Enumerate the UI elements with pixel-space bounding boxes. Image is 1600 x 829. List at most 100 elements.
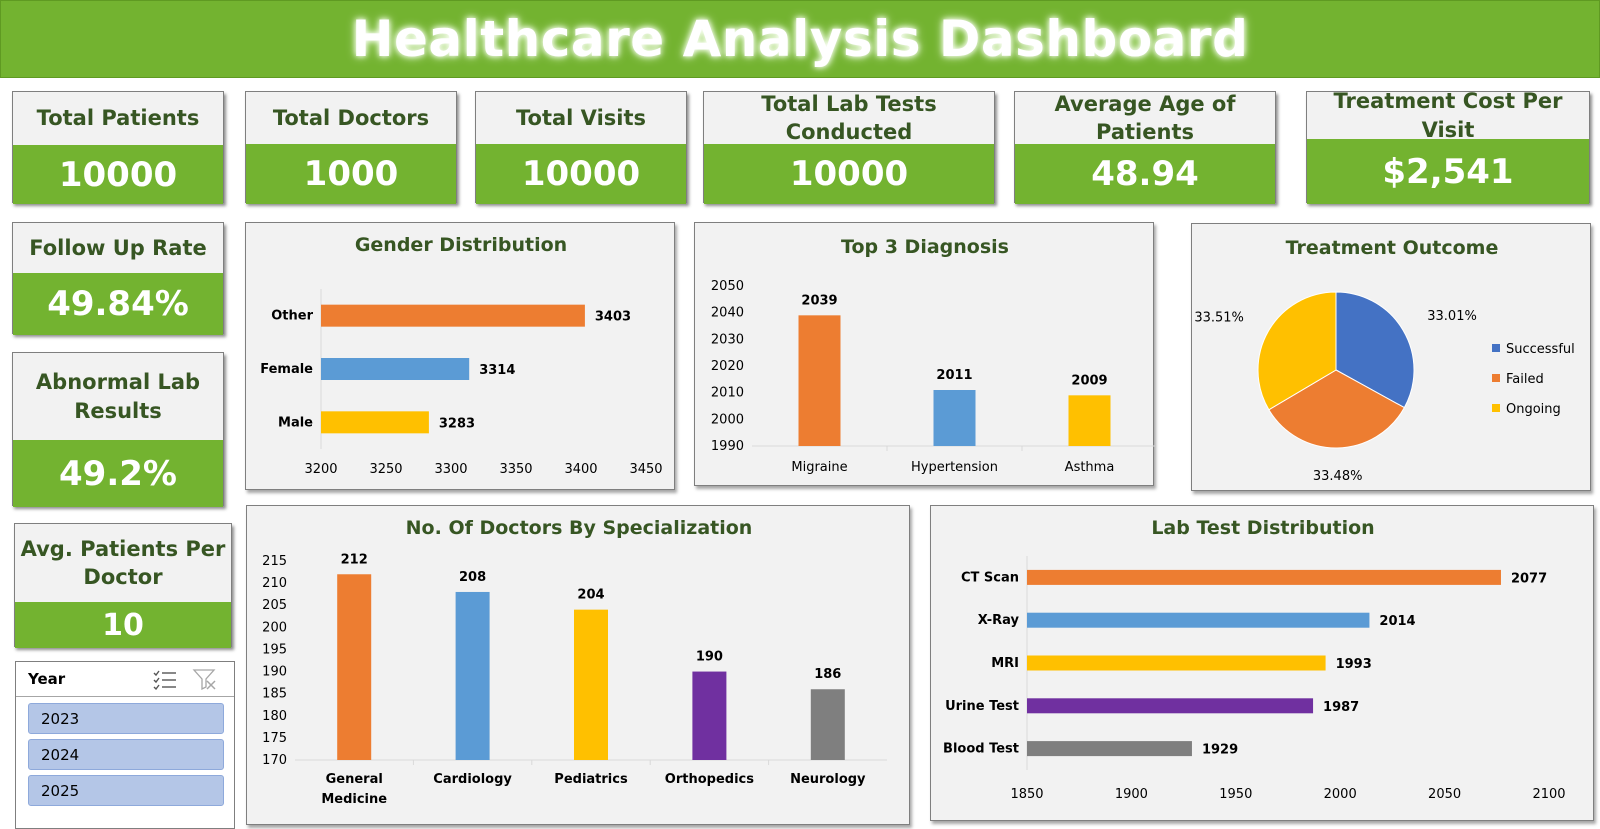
kpi-label: Follow Up Rate xyxy=(13,223,223,273)
kpi-value: 49.84% xyxy=(13,273,223,335)
kpi-total-patients: Total Patients 10000 xyxy=(12,91,224,204)
y-tick-label: 175 xyxy=(262,731,287,746)
kpi-value: 10000 xyxy=(704,144,994,204)
chart-title: Gender Distribution xyxy=(355,234,567,256)
category-label: Hypertension xyxy=(911,460,998,475)
kpi-total-lab-tests: Total Lab Tests Conducted 10000 xyxy=(703,91,995,204)
kpi-value: 10000 xyxy=(476,144,686,204)
kpi-label: Average Age of Patients xyxy=(1015,92,1275,144)
y-tick-label: 185 xyxy=(262,687,287,702)
y-tick-label: 2040 xyxy=(711,306,744,321)
kpi-label-line1: Avg. Patients Per xyxy=(20,536,226,561)
bar xyxy=(1068,395,1111,446)
chart-title: Top 3 Diagnosis xyxy=(841,236,1009,258)
y-tick-label: 2000 xyxy=(711,412,744,427)
data-label: 212 xyxy=(341,552,368,567)
data-label: 2014 xyxy=(1379,614,1415,629)
chart-title: No. Of Doctors By Specialization xyxy=(406,517,753,539)
slicer-item-2024[interactable]: 2024 xyxy=(28,739,224,770)
bar xyxy=(933,390,976,446)
category-label: Asthma xyxy=(1065,460,1115,475)
lab-test-distribution-chart: Lab Test Distribution CT Scan 2077 X-Ray 201… xyxy=(930,505,1594,821)
x-tick-label: 3250 xyxy=(369,462,402,477)
kpi-value: 49.2% xyxy=(13,440,223,507)
data-label: 1987 xyxy=(1323,700,1359,715)
category-label: General xyxy=(326,772,383,787)
y-tick-label: 195 xyxy=(262,642,287,657)
data-label: 208 xyxy=(459,570,486,585)
category-label: Other xyxy=(271,309,313,324)
bar xyxy=(798,315,841,446)
data-label: 2039 xyxy=(801,293,837,308)
category-label: Neurology xyxy=(790,772,866,787)
data-label: 186 xyxy=(814,667,841,682)
bar xyxy=(1027,741,1192,757)
kpi-label: Total Doctors xyxy=(246,92,456,144)
bar xyxy=(1027,612,1370,628)
pie-data-label: 33.48% xyxy=(1313,469,1363,484)
kpi-label: Avg. Patients Per Doctor xyxy=(15,524,231,602)
data-label: 3403 xyxy=(595,310,631,325)
data-label: 3283 xyxy=(439,416,475,431)
data-label: 1929 xyxy=(1202,743,1238,758)
x-tick-label: 2050 xyxy=(1428,787,1461,802)
data-label: 1993 xyxy=(1336,657,1372,672)
kpi-label: Abnormal Lab Results xyxy=(13,353,223,440)
category-label: Cardiology xyxy=(433,772,512,787)
bar xyxy=(321,304,585,327)
category-label: MRI xyxy=(991,656,1019,671)
category-label: Blood Test xyxy=(943,742,1019,757)
multi-select-icon[interactable] xyxy=(152,668,178,690)
kpi-average-age: Average Age of Patients 48.94 xyxy=(1014,91,1276,204)
kpi-total-visits: Total Visits 10000 xyxy=(475,91,687,204)
y-tick-label: 2030 xyxy=(711,332,744,347)
kpi-label-line2: Results xyxy=(74,398,162,423)
bar xyxy=(810,689,845,760)
kpi-value: 48.94 xyxy=(1015,144,1275,204)
y-tick-label: 2020 xyxy=(711,359,744,374)
bar xyxy=(455,591,490,760)
y-tick-label: 210 xyxy=(262,576,287,591)
data-label: 2009 xyxy=(1071,373,1107,388)
pie-slice xyxy=(1335,291,1415,409)
kpi-label-line2: Doctor xyxy=(83,565,163,589)
kpi-total-doctors: Total Doctors 1000 xyxy=(245,91,457,204)
chart-title: Lab Test Distribution xyxy=(1151,517,1374,539)
top-diagnosis-chart: Top 3 Diagnosis 1990 2000 2010 2020 2030 2040 2… xyxy=(694,222,1155,486)
kpi-value: $2,541 xyxy=(1307,139,1589,204)
treatment-outcome-svg: Treatment Outcome 33.01% 33.48% 33.51% Succe… xyxy=(1194,237,1575,484)
y-tick-label: 215 xyxy=(262,554,287,569)
y-tick-label: 205 xyxy=(262,598,287,613)
category-label: Migraine xyxy=(791,460,847,475)
slicer-item-2025[interactable]: 2025 xyxy=(28,775,224,806)
bar xyxy=(337,574,372,760)
top-diagnosis-svg: Top 3 Diagnosis 1990 2000 2010 2020 2030 2040 2… xyxy=(711,236,1155,475)
clear-filter-icon[interactable] xyxy=(192,668,218,690)
legend-swatch xyxy=(1492,404,1500,412)
x-tick-label: 3200 xyxy=(304,462,337,477)
year-slicer: Year 2023 2024 2025 xyxy=(15,661,235,829)
kpi-avg-patients-per-doctor: Avg. Patients Per Doctor 10 xyxy=(14,523,232,648)
dashboard-title: Healthcare Analysis Dashboard xyxy=(351,10,1249,68)
category-label: Male xyxy=(278,415,313,430)
pie-slice xyxy=(1268,369,1406,449)
kpi-value: 10000 xyxy=(13,145,223,204)
category-label: CT Scan xyxy=(961,570,1019,585)
x-tick-label: 3400 xyxy=(564,462,597,477)
doctors-by-specialization-chart: No. Of Doctors By Specialization 170 175 18… xyxy=(246,505,910,825)
category-label: X-Ray xyxy=(978,613,1020,628)
kpi-label: Total Lab Tests Conducted xyxy=(704,92,994,144)
category-label: Pediatrics xyxy=(554,772,628,787)
slicer-title: Year xyxy=(28,670,66,688)
legend-label: Ongoing xyxy=(1506,402,1561,417)
x-tick-label: 2100 xyxy=(1532,787,1565,802)
legend-label: Failed xyxy=(1506,372,1544,387)
chart-title: Treatment Outcome xyxy=(1286,237,1499,259)
lab-test-distribution-svg: Lab Test Distribution CT Scan 2077 X-Ray 201… xyxy=(943,517,1566,802)
legend-label: Successful xyxy=(1506,342,1575,357)
x-tick-label: 3300 xyxy=(434,462,467,477)
bar xyxy=(574,609,608,760)
slicer-item-2023[interactable]: 2023 xyxy=(28,703,224,734)
gender-distribution-svg: Gender Distribution Other 3403 Female 3314 Ma… xyxy=(260,234,662,477)
